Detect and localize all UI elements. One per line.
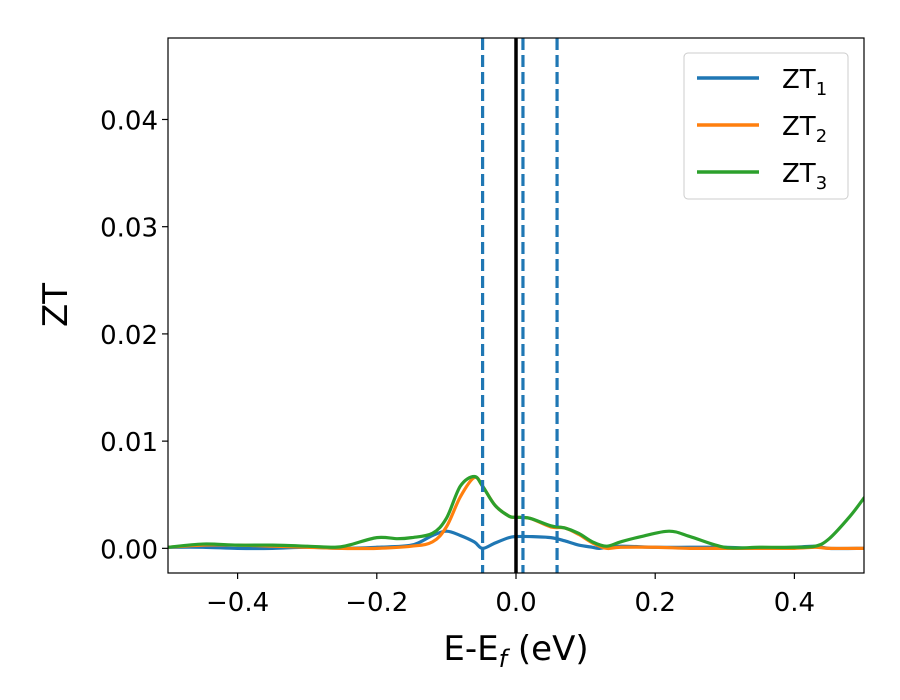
- legend-label-zt1: ZT1: [782, 65, 827, 100]
- x-tick-label: 0.2: [635, 588, 676, 618]
- x-axis-title: E-Ef (eV): [443, 629, 588, 673]
- legend-label-zt3: ZT3: [782, 159, 827, 194]
- legend-box: [683, 52, 849, 200]
- y-tick-label: 0.00: [100, 535, 158, 565]
- y-axis-title: ZT: [36, 283, 76, 327]
- legend-label-zt2: ZT2: [782, 112, 827, 147]
- y-tick-label: 0.01: [100, 428, 158, 458]
- x-tick-label: 0.4: [774, 588, 815, 618]
- x-tick-label: 0.0: [495, 588, 536, 618]
- y-tick-label: 0.02: [100, 321, 158, 351]
- plot-area-lines: [168, 38, 864, 573]
- y-tick-label: 0.03: [100, 214, 158, 244]
- x-tick-label: −0.2: [345, 588, 408, 618]
- y-tick-label: 0.04: [100, 106, 158, 136]
- legend: ZT1 ZT2 ZT3: [683, 52, 849, 200]
- axis-ticks: −0.4 −0.2 0.0 0.2 0.4 0.00 0.01 0.02 0.03 0.04: [100, 106, 815, 618]
- x-tick-label: −0.4: [206, 588, 269, 618]
